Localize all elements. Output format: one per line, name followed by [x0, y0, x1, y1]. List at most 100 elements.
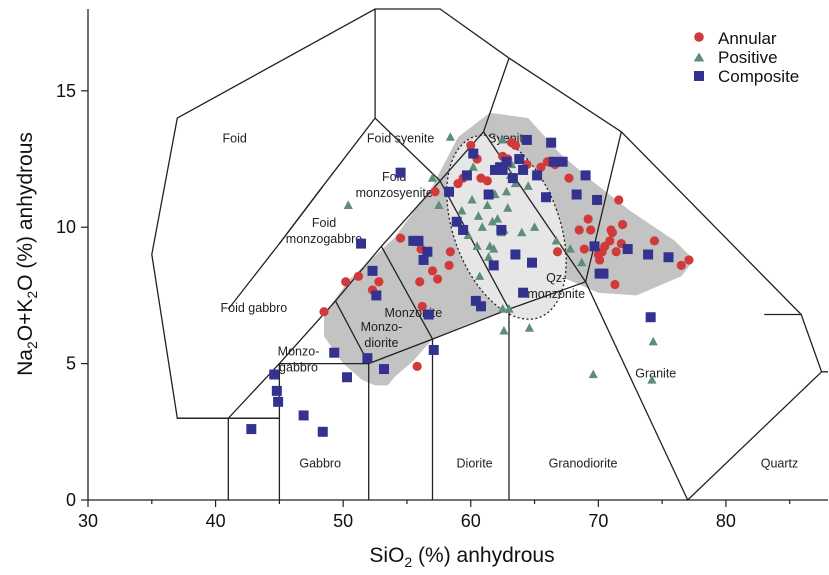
field-boundary-line [334, 300, 370, 500]
composite-point [273, 396, 284, 407]
composite-point [329, 347, 340, 358]
composite-point [571, 189, 582, 200]
dotted-ellipse-envelope [446, 134, 567, 320]
composite-point [342, 372, 352, 383]
x-axis-title-subscript: 2 [404, 554, 412, 570]
composite-point [592, 194, 603, 205]
x-axis-title-part: SiO [369, 544, 404, 567]
x-tick-label: 80 [716, 511, 736, 531]
annular-point [579, 244, 589, 254]
positive-point [475, 271, 485, 280]
positive-point [648, 336, 658, 346]
field-boundary-line [278, 185, 324, 244]
composite-point [408, 235, 419, 246]
annular-point [395, 233, 406, 243]
positive-point [473, 211, 484, 220]
legend-marker-composite [694, 71, 704, 81]
composite-point [622, 244, 633, 255]
annular-point [606, 225, 616, 235]
positive-point [484, 252, 494, 261]
field-label-line: gabbro [279, 360, 318, 374]
composite-point [428, 344, 439, 355]
x-tick-label: 30 [78, 511, 98, 531]
composite-point [423, 309, 434, 320]
field-label-line: Granodiorite [549, 456, 618, 470]
annular-point [445, 247, 455, 257]
annular-point [586, 225, 596, 235]
composite-point [507, 173, 518, 184]
legend-marker-positive [693, 52, 705, 62]
positive-point [489, 244, 499, 253]
field-label-line: Monzo- [361, 320, 403, 334]
y-axis-title-subscript: 2 [24, 341, 40, 349]
x-tick-label: 40 [206, 511, 226, 531]
composite-point [598, 268, 609, 279]
composite-point [518, 287, 529, 298]
composite-point [422, 246, 433, 257]
positive-point [503, 203, 513, 212]
annular-point [676, 260, 686, 271]
composite-point [271, 385, 282, 396]
field-label-line: Diorite [457, 456, 493, 470]
composite-point [362, 353, 373, 364]
y-tick-label: 10 [56, 217, 76, 237]
composite-point [488, 260, 499, 271]
y-axis-title: Na2O+K2O (%) anhydrous [14, 132, 40, 376]
field-label: Qz-monzonite [527, 271, 585, 301]
annular-point [466, 140, 476, 150]
field-boundary-line [151, 8, 828, 419]
field-label-line: Gabbro [299, 456, 341, 470]
composite-point [557, 156, 568, 167]
composite-point [496, 224, 507, 235]
composite-point [521, 134, 532, 145]
annular-point [574, 225, 584, 235]
field-label-line: Monzo- [278, 344, 320, 358]
legend-label-annular: Annular [718, 29, 777, 48]
annular-point [611, 247, 621, 257]
positive-point [498, 304, 508, 313]
field-label: Gabbro [299, 456, 341, 470]
composite-point [589, 241, 600, 252]
composite-point [356, 238, 367, 249]
field-boundary-line [380, 245, 434, 500]
positive-point [492, 214, 503, 223]
annular-point [353, 271, 364, 281]
field-label: Foid monzogabbro [286, 216, 362, 246]
composite-point [510, 249, 521, 260]
positive-point [343, 200, 353, 209]
positive-point [457, 205, 467, 215]
positive-point [463, 230, 473, 240]
composite-point [527, 257, 537, 268]
annular-point [617, 219, 628, 230]
annular-point [583, 214, 593, 224]
composite-point [546, 137, 557, 148]
annular-point [536, 162, 546, 172]
annular-point [684, 255, 694, 265]
composite-point [413, 235, 424, 246]
positive-point [472, 241, 482, 250]
annular-point [482, 176, 492, 186]
annular-point [374, 277, 384, 287]
composite-point [298, 410, 309, 421]
axes: 30 40 50 60 70 80 0 5 10 15 [56, 9, 828, 531]
annular-point [430, 187, 440, 197]
positive-point [529, 222, 540, 231]
composite-point [514, 154, 525, 165]
x-axis-title-part: (%) anhydrous [412, 544, 554, 567]
positive-point [434, 200, 444, 209]
shaded-envelopes [324, 112, 694, 386]
legend-label-composite: Composite [718, 67, 799, 86]
composite-point [532, 170, 543, 181]
composite-point [418, 254, 429, 265]
field-label: Granodiorite [549, 456, 618, 470]
positive-point [504, 304, 514, 313]
field-label-line: Foid [312, 216, 336, 230]
field-label-line: Granite [635, 366, 676, 380]
composite-point [490, 164, 500, 175]
positive-point [588, 369, 598, 379]
positive-point [427, 173, 438, 182]
annular-point [417, 301, 427, 311]
annular-point [432, 274, 443, 284]
x-axis-title: SiO2 (%) anhydrous [369, 544, 554, 570]
field-label: Foid gabbro [221, 301, 288, 315]
